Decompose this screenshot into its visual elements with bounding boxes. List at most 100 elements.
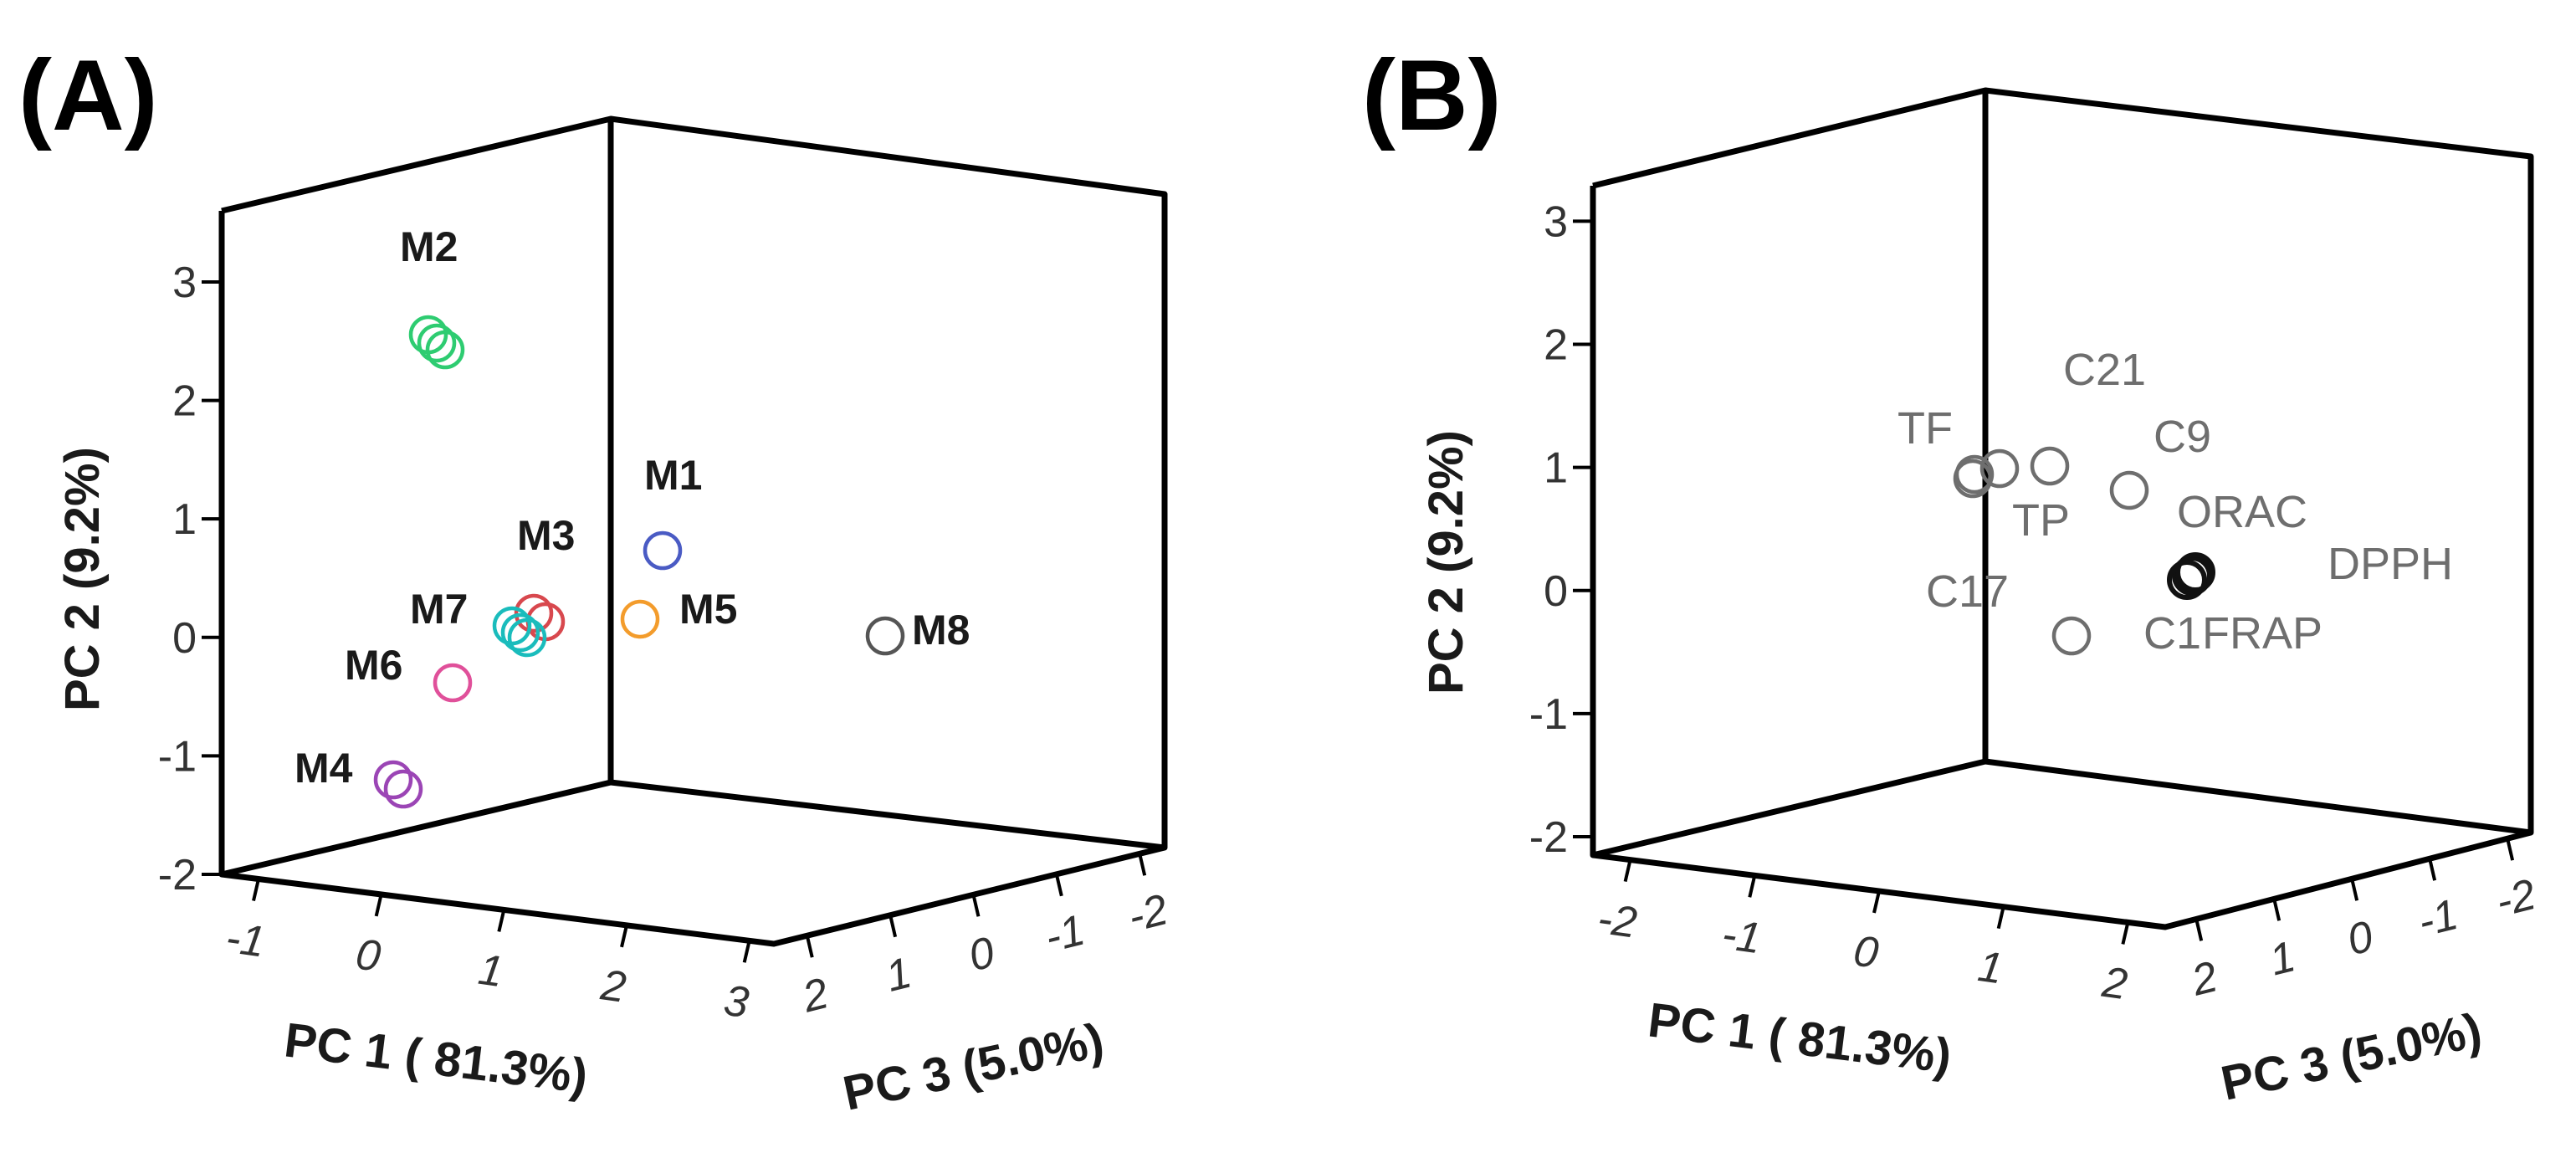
panel-b-z-axis-title: PC 3 (5.0%) bbox=[2216, 1002, 2486, 1110]
z-tick-mark bbox=[2350, 878, 2359, 901]
z-tick-label: 1 bbox=[2265, 932, 2300, 985]
point-label-c1: C1 bbox=[2143, 608, 2201, 658]
point-label-tp: TP bbox=[2012, 495, 2070, 546]
panel-a-back-wall bbox=[221, 115, 614, 782]
y-tick-label: -1 bbox=[158, 732, 197, 781]
z-tick-label: -1 bbox=[1040, 906, 1089, 962]
y-tick-label: 1 bbox=[1544, 444, 1568, 493]
y-tick-label: 3 bbox=[1544, 197, 1568, 246]
data-point-m7 bbox=[507, 617, 547, 658]
z-tick-label: 2 bbox=[797, 969, 833, 1022]
x-tick-label: 0 bbox=[1851, 926, 1882, 977]
x-tick-mark bbox=[374, 894, 383, 917]
data-point-c1 bbox=[2051, 616, 2092, 656]
data-point-orac bbox=[2172, 556, 2212, 596]
panel-a-y-axis-title: PC 2 (9.2%) bbox=[55, 447, 110, 711]
y-tick-label: 2 bbox=[1544, 321, 1568, 370]
data-point-c21 bbox=[2030, 446, 2070, 486]
x-tick-label: -1 bbox=[1719, 910, 1764, 964]
panel-a-label: (A) bbox=[18, 39, 158, 151]
point-label-m5: M5 bbox=[679, 586, 737, 633]
point-label-frap: FRAP bbox=[2202, 608, 2322, 658]
data-point-c17 bbox=[1953, 459, 1993, 499]
y-tick-label: -2 bbox=[1529, 813, 1568, 862]
data-point-m5 bbox=[620, 599, 660, 639]
y-tick-label: -1 bbox=[1529, 690, 1568, 739]
y-tick-label: -2 bbox=[158, 851, 197, 899]
panel-a-x-axis-title: PC 1 ( 81.3%) bbox=[281, 1012, 590, 1104]
panel-b-x-axis-title: PC 1 ( 81.3%) bbox=[1645, 992, 1954, 1084]
point-label-m7: M7 bbox=[410, 586, 468, 633]
x-tick-label: 1 bbox=[1975, 942, 2006, 993]
data-point-c9 bbox=[2109, 470, 2149, 510]
data-point-dpph bbox=[2175, 552, 2215, 592]
data-point-m8 bbox=[865, 616, 905, 656]
data-point-m2 bbox=[417, 323, 457, 363]
data-point-m6 bbox=[433, 663, 473, 703]
y-tick-label: 0 bbox=[1544, 567, 1568, 616]
panel-b-right-wall bbox=[1984, 87, 2534, 836]
point-label-c21: C21 bbox=[2063, 345, 2146, 395]
point-label-m8: M8 bbox=[912, 607, 970, 653]
x-tick-mark bbox=[1996, 906, 2005, 930]
panel-a-floor bbox=[221, 844, 1165, 947]
point-label-dpph: DPPH bbox=[2328, 539, 2453, 589]
point-label-m3: M3 bbox=[517, 512, 575, 559]
point-label-c17: C17 bbox=[1926, 566, 2009, 617]
panel-b-floor bbox=[1592, 829, 2532, 930]
x-tick-label: 1 bbox=[475, 945, 506, 997]
x-tick-mark bbox=[1623, 859, 1632, 883]
x-tick-mark bbox=[2121, 921, 2130, 945]
point-label-m4: M4 bbox=[294, 745, 353, 792]
panel-a-right-wall bbox=[610, 115, 1168, 851]
z-tick-mark bbox=[1138, 853, 1147, 876]
z-tick-mark bbox=[805, 935, 814, 958]
x-tick-label: -1 bbox=[223, 914, 268, 967]
data-point-tp bbox=[1979, 448, 2020, 489]
y-tick-label: 2 bbox=[172, 377, 197, 426]
z-tick-label: 0 bbox=[964, 928, 999, 981]
data-point-m3 bbox=[514, 593, 554, 633]
z-tick-label: -2 bbox=[2491, 870, 2541, 926]
z-tick-mark bbox=[2506, 838, 2515, 861]
y-tick-label: 0 bbox=[172, 614, 197, 663]
point-label-c9: C9 bbox=[2153, 412, 2211, 462]
data-point-m7 bbox=[500, 612, 540, 653]
x-tick-mark bbox=[1748, 874, 1757, 898]
data-point-m2 bbox=[425, 330, 465, 370]
point-label-orac: ORAC bbox=[2177, 487, 2307, 537]
panel-b-y-axis-title: PC 2 (9.2%) bbox=[1419, 430, 1473, 694]
x-tick-mark bbox=[1872, 890, 1881, 914]
data-point-m4 bbox=[383, 769, 423, 809]
point-label-m6: M6 bbox=[345, 642, 402, 689]
z-tick-mark bbox=[1054, 874, 1063, 897]
z-tick-label: -1 bbox=[2414, 890, 2463, 946]
x-tick-label: 3 bbox=[721, 976, 752, 1027]
x-tick-label: 2 bbox=[2098, 958, 2130, 1010]
x-tick-label: 0 bbox=[353, 930, 384, 981]
x-tick-mark bbox=[620, 925, 628, 948]
z-tick-mark bbox=[2194, 918, 2204, 941]
panel-b-left-wall bbox=[1590, 186, 1986, 858]
point-label-m2: M2 bbox=[400, 223, 458, 270]
x-tick-label: 2 bbox=[597, 961, 629, 1012]
point-label-m1: M1 bbox=[644, 452, 702, 499]
x-tick-mark bbox=[497, 909, 506, 932]
panel-b-label: (B) bbox=[1362, 39, 1502, 151]
data-point-frap bbox=[2167, 560, 2207, 600]
z-tick-label: 0 bbox=[2343, 912, 2378, 965]
panel-a-points: M2 M1 M3 M5 M7 M8 M6 M4 bbox=[294, 223, 970, 809]
y-tick-label: 3 bbox=[172, 259, 197, 307]
z-tick-mark bbox=[889, 915, 898, 938]
z-tick-label: 1 bbox=[881, 949, 916, 1002]
x-tick-mark bbox=[252, 879, 260, 901]
z-tick-mark bbox=[971, 894, 981, 917]
y-tick-label: 1 bbox=[172, 495, 197, 544]
z-tick-label: -2 bbox=[1124, 885, 1173, 941]
panel-a-z-axis-title: PC 3 (5.0%) bbox=[838, 1012, 1109, 1120]
